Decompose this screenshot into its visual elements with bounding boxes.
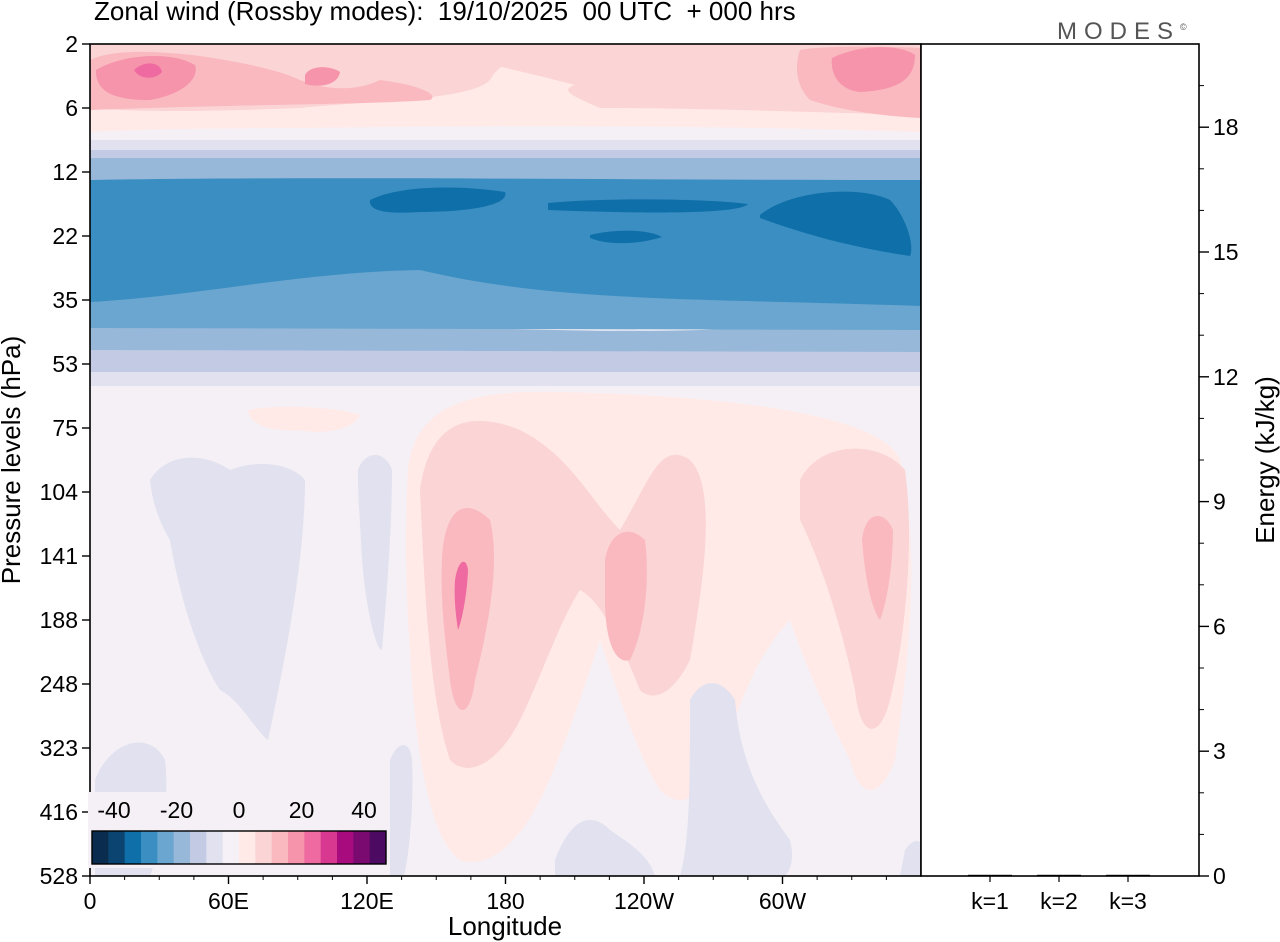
y-tick-label: 416 [40, 799, 78, 825]
y-tick-label: 2 [65, 31, 78, 57]
energy-bar [968, 874, 1012, 876]
y-tick-label: 53 [52, 351, 78, 377]
energy-tick-label: 12 [1213, 364, 1239, 390]
colorbar-swatch [190, 831, 207, 864]
heatmap [90, 44, 921, 876]
energy-tick-label: 9 [1213, 489, 1226, 515]
energy-y-axis: 0 3 6 9 12 15 18 [1199, 85, 1239, 889]
colorbar-frame [91, 830, 387, 865]
y-tick-label: 188 [40, 607, 78, 633]
colorbar-tick-label: 0 [233, 797, 246, 823]
colorbar: -40 -20 0 20 40 [88, 792, 390, 868]
heatmap-y-axis: 2 6 12 22 35 53 75 104 141 188 248 323 416 528 [40, 31, 90, 889]
colorbar-tick-label: -40 [97, 797, 130, 823]
energy-axis-label: Energy (kJ/kg) [1250, 376, 1280, 544]
x-tick-label: 120W [614, 888, 674, 914]
y-tick-label: 248 [40, 671, 78, 697]
colorbar-swatch [304, 831, 322, 864]
colorbar-swatch [353, 831, 371, 864]
title: Zonal wind (Rossby modes): 19/10/2025 00… [94, 0, 796, 26]
y-axis-label: Pressure levels (hPa) [0, 336, 26, 585]
energy-bars: k=1 k=2 k=3 [968, 874, 1150, 914]
x-tick-label: 60E [208, 888, 249, 914]
y-tick-label: 323 [40, 735, 78, 761]
y-tick-label: 528 [40, 863, 78, 889]
y-tick-label: 104 [40, 479, 79, 505]
colorbar-swatch [92, 831, 109, 864]
colorbar-swatch [222, 831, 240, 864]
x-tick-label: 60W [759, 888, 807, 914]
colorbar-swatch [141, 831, 158, 864]
colorbar-swatch [124, 831, 142, 864]
colorbar-tick-label: 20 [289, 797, 315, 823]
y-tick-label: 141 [40, 543, 78, 569]
energy-bar [1106, 874, 1150, 876]
colorbar-swatch [320, 831, 338, 864]
colorbar-swatch [173, 831, 191, 864]
y-tick-label: 6 [65, 95, 78, 121]
x-tick-label: 180 [486, 888, 524, 914]
energy-tick-label: 0 [1213, 863, 1226, 889]
energy-bar [1037, 874, 1081, 876]
colorbar-swatch [369, 831, 387, 864]
energy-bar-label: k=2 [1040, 888, 1078, 914]
energy-frame [920, 43, 1200, 877]
energy-tick-label: 3 [1213, 738, 1226, 764]
energy-bar-label: k=3 [1109, 888, 1147, 914]
modes-logo: MODES© [1057, 18, 1187, 45]
colorbar-swatch [108, 831, 126, 864]
y-tick-label: 12 [52, 159, 78, 185]
colorbar-tick-label: 40 [351, 797, 377, 823]
energy-tick-label: 15 [1213, 239, 1239, 265]
colorbar-tick-label: -20 [160, 797, 193, 823]
colorbar-swatch [206, 831, 224, 864]
energy-bar-label: k=1 [971, 888, 1009, 914]
x-axis-label: Longitude [448, 911, 562, 941]
energy-tick-label: 18 [1213, 114, 1239, 140]
colorbar-swatch [337, 831, 354, 864]
y-tick-label: 75 [52, 415, 78, 441]
colorbar-swatch [271, 831, 289, 864]
colorbar-swatch [255, 831, 273, 864]
x-tick-label: 0 [84, 888, 97, 914]
copyright-icon: © [1180, 22, 1187, 32]
energy-tick-label: 6 [1213, 613, 1226, 639]
y-tick-label: 35 [52, 287, 78, 313]
y-tick-label: 22 [52, 223, 78, 249]
colorbar-swatch [288, 831, 305, 864]
colorbar-swatch [239, 831, 256, 864]
colorbar-swatch [157, 831, 175, 864]
heatmap-x-axis: 0 60E 120E 180 120W 60W [84, 876, 887, 914]
x-tick-label: 120E [340, 888, 394, 914]
